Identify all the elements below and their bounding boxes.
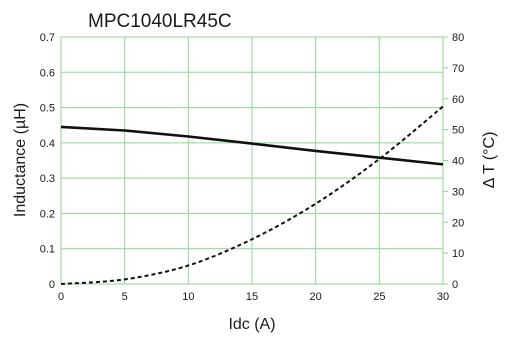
y-left-tick-label-2: 0.2 [40,208,55,220]
y-left-tick-label-1: 0.1 [40,244,55,256]
y-right-tick-label-4: 40 [452,156,464,168]
y-left-tick-label-7: 0.7 [40,32,55,44]
y-left-tick-label-6: 0.6 [40,67,55,79]
y-right-tick-label-7: 70 [452,63,464,75]
inductance-series-line [60,125,444,166]
y-left-tick-label-5: 0.5 [40,103,55,115]
x-tick-label-3: 15 [246,291,258,303]
y-right-tick-label-5: 50 [452,125,464,137]
plot-frame [60,36,444,285]
y-right-tick-label-1: 10 [452,248,464,260]
y-right-tick-label-8: 80 [452,32,464,44]
y-right-tick-label-0: 0 [452,279,458,291]
grid [60,36,448,285]
x-tick-label-6: 30 [437,291,449,303]
x-tick-label-1: 5 [122,291,128,303]
x-ticks: 0 5 10 15 20 25 30 [58,291,449,303]
chart-title: MPC1040LR45C [88,11,232,32]
y-right-axis-label: Δ T (°C) [481,132,498,189]
y-left-axis-label: Inductance (µH) [12,103,29,217]
y-right-tick-label-2: 20 [452,217,464,229]
y-left-tick-label-0: 0 [49,279,55,291]
y-left-tick-label-4: 0.4 [40,138,55,150]
x-tick-label-5: 25 [373,291,385,303]
y-right-tick-label-3: 30 [452,186,464,198]
x-axis-label: Idc (A) [228,316,275,333]
y-right-tick-label-6: 60 [452,94,464,106]
x-tick-label-4: 20 [310,291,322,303]
y-left-ticks: 0 0.1 0.2 0.3 0.4 0.5 0.6 0.7 [40,32,55,291]
series-layer [60,105,444,285]
x-tick-label-2: 10 [182,291,194,303]
temperature-rise-series-line [60,105,444,285]
y-right-ticks: 0 10 20 30 40 50 60 70 80 [452,32,464,291]
x-tick-label-0: 0 [58,291,64,303]
y-left-tick-label-3: 0.3 [40,173,55,185]
